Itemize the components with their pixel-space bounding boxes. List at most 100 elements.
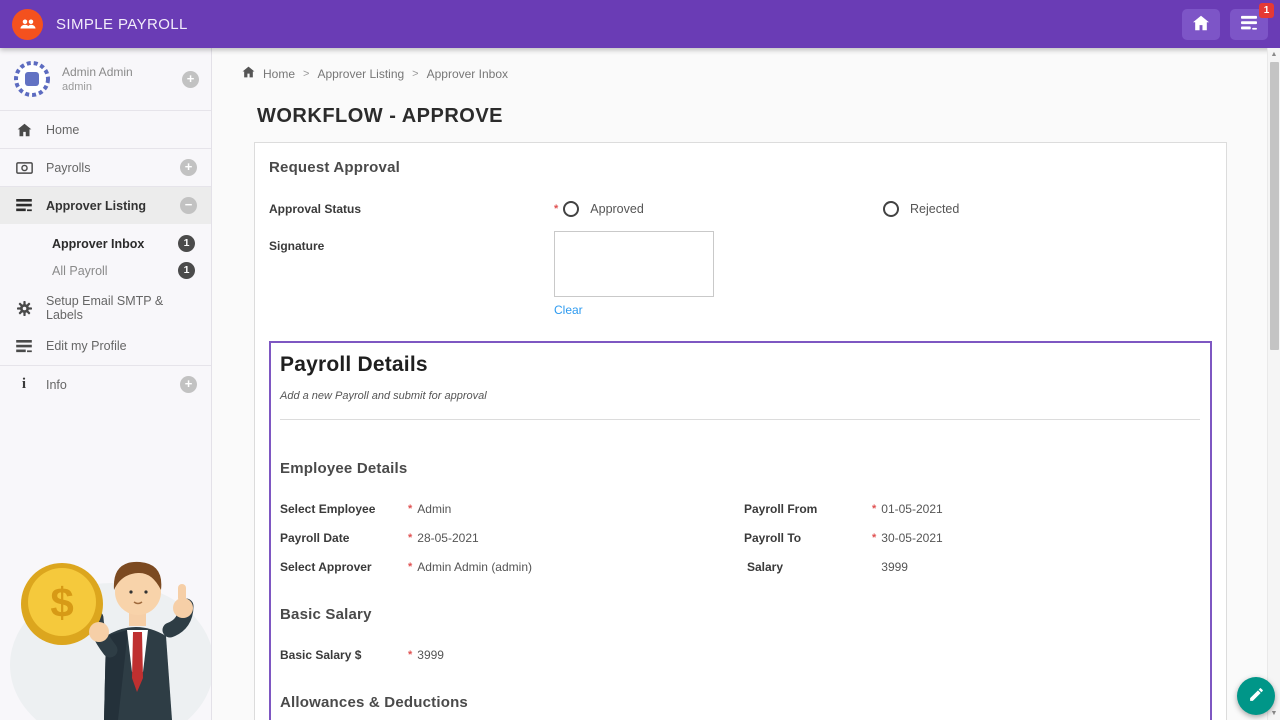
field-value: Admin (417, 502, 452, 516)
sidebar-item-label: Edit my Profile (46, 339, 127, 353)
breadcrumb: Home > Approver Listing > Approver Inbox (242, 66, 1280, 81)
sidebar-item-all-payroll[interactable]: All Payroll 1 (0, 257, 211, 284)
request-approval-card: Request Approval Approval Status * Appro… (254, 142, 1227, 720)
user-expand-icon[interactable]: + (182, 70, 199, 88)
required-marker: * (408, 649, 413, 661)
allowances-deductions-title: Allowances & Deductions (280, 694, 468, 711)
rejected-radio[interactable] (883, 201, 899, 217)
sidebar-item-edit-profile[interactable]: Edit my Profile (0, 327, 211, 365)
banknote-icon (14, 161, 34, 174)
count-badge: 1 (178, 235, 195, 252)
breadcrumb-home[interactable]: Home (263, 66, 296, 81)
breadcrumb-approver-inbox[interactable]: Approver Inbox (426, 66, 508, 81)
payroll-date-field: Payroll Date * 28-05-2021 (280, 530, 744, 546)
field-value: 3999 (417, 648, 444, 662)
sidebar-item-payrolls[interactable]: Payrolls + (0, 148, 211, 186)
payroll-details-subtitle: Add a new Payroll and submit for approva… (280, 390, 487, 402)
gear-icon (14, 300, 34, 316)
home-button[interactable] (1182, 8, 1220, 40)
topbar-actions: 1 (1182, 2, 1274, 40)
basic-salary-field: Basic Salary $ * 3999 (280, 647, 1200, 663)
edit-fab-button[interactable] (1237, 677, 1275, 715)
avatar (14, 61, 50, 97)
sidebar-subitem-label: All Payroll (52, 263, 108, 278)
field-label: Basic Salary $ (280, 648, 362, 662)
home-icon (1192, 15, 1210, 34)
rejected-label: Rejected (910, 202, 960, 216)
sidebar-item-label: Approver Listing (46, 198, 147, 213)
info-icon: i (21, 376, 27, 392)
sidebar-item-home[interactable]: Home (0, 110, 211, 148)
payroll-details-box: Payroll Details Add a new Payroll and su… (269, 341, 1212, 720)
approved-option: * Approved (554, 201, 883, 217)
field-label: Payroll To (744, 531, 802, 545)
sidebar-item-setup-email[interactable]: Setup Email SMTP & Labels (0, 289, 211, 327)
field-label: Salary (747, 560, 784, 574)
sidebar-item-label: Info (46, 377, 67, 392)
sidebar-subitem-label: Approver Inbox (52, 236, 145, 251)
field-value: Admin Admin (admin) (417, 560, 532, 574)
divider (280, 419, 1200, 420)
approved-label: Approved (590, 202, 644, 216)
app-title: SIMPLE PAYROLL (56, 15, 188, 33)
scrollbar-thumb[interactable] (1269, 62, 1279, 350)
field-value: 3999 (881, 560, 908, 574)
required-marker: * (408, 532, 413, 544)
sidebar-item-label: Setup Email SMTP & Labels (46, 294, 164, 322)
rejected-option: Rejected (883, 201, 1212, 217)
signature-pad[interactable] (554, 231, 714, 297)
field-label: Select Employee (280, 502, 376, 516)
select-employee-field: Select Employee * Admin (280, 501, 744, 517)
list-icon (1240, 15, 1258, 34)
list-icon (14, 199, 34, 212)
field-value: 28-05-2021 (417, 531, 479, 545)
employee-details-title: Employee Details (280, 460, 408, 477)
scroll-down-arrow[interactable]: ▼ (1270, 710, 1278, 717)
user-profile[interactable]: Admin Admin admin + (0, 48, 211, 110)
pencil-icon (1248, 686, 1265, 706)
breadcrumb-approver-listing[interactable]: Approver Listing (317, 66, 405, 81)
employee-details-grid: Select Employee * Admin Payroll From * 0… (280, 501, 1200, 575)
payroll-from-field: Payroll From * 01-05-2021 (744, 501, 1200, 517)
required-marker: * (408, 561, 413, 573)
expand-plus-icon[interactable]: + (180, 159, 197, 176)
home-icon (242, 66, 255, 81)
sidebar-item-label: Home (46, 122, 80, 137)
clear-signature-link[interactable]: Clear (554, 303, 583, 317)
required-marker: * (408, 503, 413, 515)
approval-status-row: Approval Status * Approved Rejected (269, 201, 1212, 217)
approval-status-label: Approval Status (269, 202, 362, 216)
topbar: SIMPLE PAYROLL 1 (0, 0, 1280, 48)
payroll-to-field: Payroll To * 30-05-2021 (744, 530, 1200, 546)
sidebar-item-approver-inbox[interactable]: Approver Inbox 1 (0, 230, 211, 257)
select-approver-field: Select Approver * Admin Admin (admin) (280, 559, 744, 575)
required-marker: * (554, 203, 559, 215)
field-label: Payroll From (744, 502, 818, 516)
scroll-up-arrow[interactable]: ▲ (1270, 51, 1278, 58)
main-content: Home > Approver Listing > Approver Inbox… (212, 48, 1280, 720)
collapse-minus-icon[interactable]: − (180, 197, 197, 214)
sidebar-item-label: Payrolls (46, 160, 91, 175)
approvals-list-button[interactable]: 1 (1230, 2, 1274, 40)
sidebar: Admin Admin admin + Home Payrolls + (0, 48, 212, 720)
breadcrumb-separator: > (412, 67, 419, 80)
approved-radio[interactable] (563, 201, 580, 217)
field-value: 30-05-2021 (881, 531, 943, 545)
vertical-scrollbar: ▲ ▼ (1267, 48, 1280, 720)
breadcrumb-separator: > (303, 67, 310, 80)
field-label: Payroll Date (280, 531, 350, 545)
page-title: WORKFLOW - APPROVE (257, 105, 504, 127)
count-badge: 1 (178, 262, 195, 279)
payroll-details-title: Payroll Details (280, 353, 428, 376)
user-name: Admin Admin (62, 65, 133, 79)
sidebar-item-info[interactable]: i Info + (0, 365, 211, 403)
notification-badge: 1 (1259, 2, 1274, 18)
user-text: Admin Admin admin (62, 65, 133, 93)
svg-text:$: $ (50, 579, 73, 626)
sidebar-item-approver-listing[interactable]: Approver Listing − (0, 186, 211, 224)
field-value: 01-05-2021 (881, 502, 943, 516)
home-icon (14, 123, 34, 137)
signature-row: Signature Clear (269, 231, 1212, 319)
required-marker: * (872, 503, 877, 515)
expand-plus-icon[interactable]: + (180, 376, 197, 393)
